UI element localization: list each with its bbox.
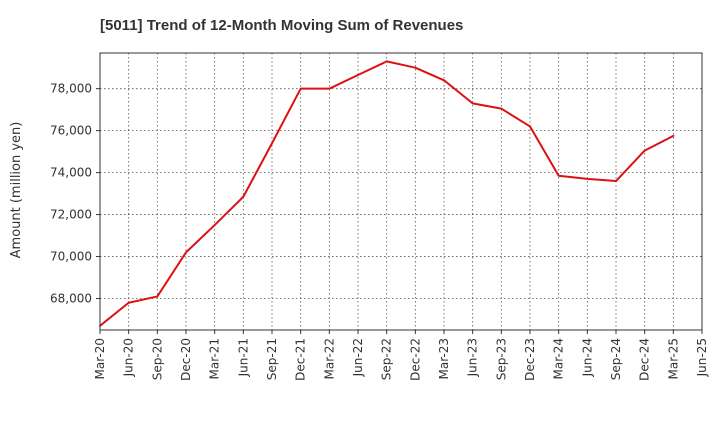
x-tick-label: Sep-24 xyxy=(609,338,623,380)
x-tick-label: Sep-20 xyxy=(150,338,164,380)
x-tick-label: Jun-21 xyxy=(236,338,250,377)
x-tick-label: Sep-21 xyxy=(265,338,279,380)
y-tick-label: 70,000 xyxy=(50,250,92,264)
x-tick-label: Mar-20 xyxy=(93,338,107,379)
x-tick-label: Jun-24 xyxy=(580,338,594,377)
x-tick-label: Dec-22 xyxy=(408,338,422,381)
y-tick-label: 68,000 xyxy=(50,292,92,306)
chart-title: [5011] Trend of 12-Month Moving Sum of R… xyxy=(100,17,463,34)
plot-frame xyxy=(99,52,703,331)
y-tick-label: 74,000 xyxy=(50,166,92,180)
x-tick-label: Dec-23 xyxy=(523,338,537,381)
x-axis-ticks: Mar-20 Jun-20 Sep-20 Dec-20 Mar-21 Jun-21 Sep-… xyxy=(93,330,709,381)
y-gridlines xyxy=(100,88,702,299)
x-tick-label: Dec-21 xyxy=(294,338,308,381)
series-line xyxy=(99,60,675,327)
x-tick-label: Sep-23 xyxy=(494,338,508,380)
x-tick-label: Dec-24 xyxy=(638,338,652,381)
x-tick-label: Mar-22 xyxy=(322,338,336,379)
x-tick-label: Sep-22 xyxy=(380,338,394,380)
x-tick-label: Mar-24 xyxy=(552,338,566,379)
x-tick-label: Mar-23 xyxy=(437,338,451,379)
series-group xyxy=(99,60,675,327)
x-tick-label: Jun-25 xyxy=(695,338,709,377)
x-gridlines xyxy=(99,53,703,330)
y-axis-label: Amount (million yen) xyxy=(9,122,24,259)
y-tick-label: 76,000 xyxy=(50,124,92,138)
x-tick-label: Jun-20 xyxy=(122,338,136,377)
y-tick-label: 78,000 xyxy=(50,82,92,96)
y-axis-ticks: 68,000 70,000 72,000 74,000 76,000 78,000 xyxy=(50,82,100,306)
x-tick-label: Dec-20 xyxy=(179,338,193,381)
x-tick-label: Jun-23 xyxy=(466,338,480,377)
y-tick-label: 72,000 xyxy=(50,208,92,222)
x-tick-label: Mar-25 xyxy=(666,338,680,379)
x-tick-label: Mar-21 xyxy=(208,338,222,379)
x-tick-label: Jun-22 xyxy=(351,338,365,377)
